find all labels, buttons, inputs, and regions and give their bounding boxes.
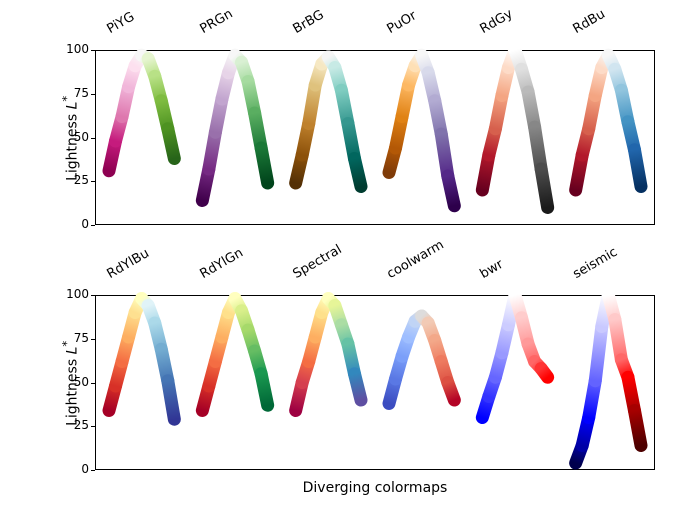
ytick: 0 [55,462,89,476]
cmap-label-RdBu: RdBu [571,7,608,37]
cmap-label-Spectral: Spectral [291,242,345,282]
cmap-label-PRGn: PRGn [198,6,236,37]
y-axis-label: Lightness L* [60,88,81,188]
cmap-label-RdYlGn: RdYlGn [198,245,246,282]
cmap-label-RdYlBu: RdYlBu [104,246,151,282]
cmap-label-bwr: bwr [478,257,506,282]
x-axis-label: Diverging colormaps [95,480,655,496]
y-axis-label: Lightness L* [60,333,81,433]
cmap-label-coolwarm: coolwarm [384,237,446,282]
cmap-label-PuOr: PuOr [384,8,419,37]
cmap-label-PiYG: PiYG [104,9,137,37]
panel-0 [95,50,655,225]
ytick: 0 [55,217,89,231]
cmap-label-RdGy: RdGy [478,6,516,37]
panel-1 [95,295,655,470]
cmap-label-BrBG: BrBG [291,7,327,37]
cmap-label-seismic: seismic [571,245,621,282]
ytick: 100 [55,287,89,301]
ytick: 100 [55,42,89,56]
